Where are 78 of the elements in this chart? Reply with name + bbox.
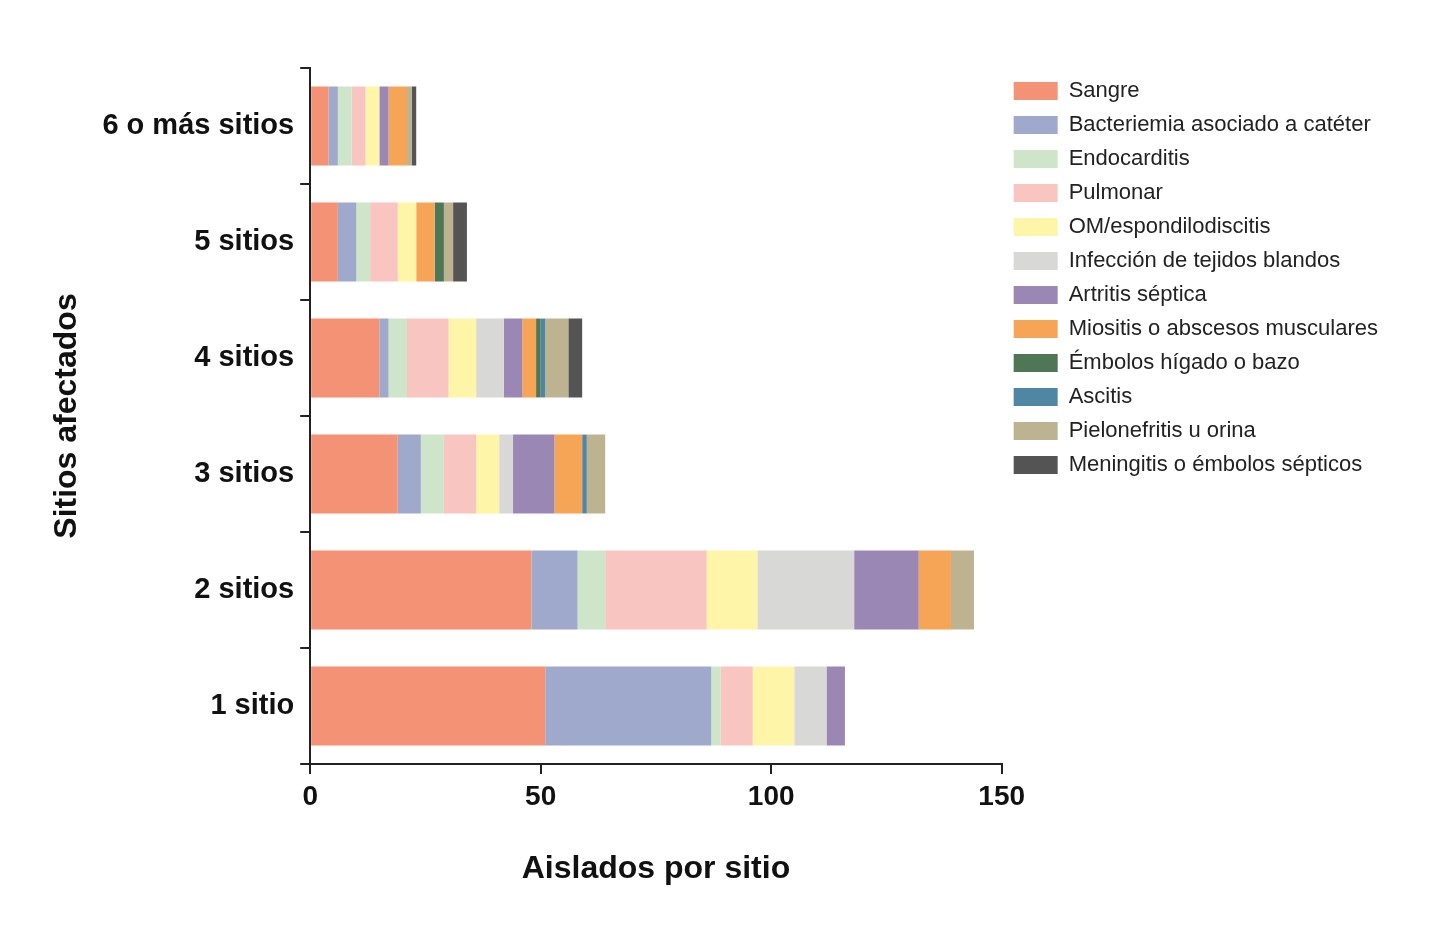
bar (328, 86, 338, 166)
legend-label: Émbolos hígado o bazo (1068, 349, 1300, 375)
bar (416, 202, 435, 282)
bar (757, 550, 855, 630)
bar (311, 666, 546, 746)
bar (522, 318, 537, 398)
bar (311, 318, 380, 398)
bar (568, 318, 583, 398)
bar (356, 202, 371, 282)
bar (397, 202, 417, 282)
bar (554, 434, 583, 514)
bar (794, 666, 827, 746)
bar (720, 666, 753, 746)
bar (443, 202, 454, 282)
legend-label: Miositis o abscesos musculares (1068, 315, 1379, 341)
x-tick-label: 50 (525, 779, 557, 811)
y-tick-label: 4 sitios (194, 340, 295, 372)
legend-label: Meningitis o émbolos sépticos (1068, 451, 1363, 477)
bar (443, 434, 477, 514)
bar (434, 202, 444, 282)
bar (407, 318, 449, 398)
bar (311, 202, 338, 282)
bar (388, 318, 408, 398)
bar (337, 86, 352, 166)
bar (826, 666, 845, 746)
y-tick-label: 6 o más sitios (102, 108, 295, 140)
legend-label: Pulmonar (1068, 179, 1163, 205)
y-tick-label: 2 sitios (194, 572, 295, 604)
bar (854, 550, 919, 630)
y-tick-label: 5 sitios (194, 224, 295, 256)
x-tick-label: 0 (302, 779, 318, 811)
bar (605, 550, 707, 630)
bar (536, 318, 541, 398)
bar (513, 434, 555, 514)
bar (582, 434, 587, 514)
bar (531, 550, 578, 630)
bar (337, 202, 357, 282)
x-tick-label: 150 (978, 779, 1026, 811)
legend-label: Endocarditis (1068, 145, 1190, 171)
bar (752, 666, 795, 746)
x-tick-label: 100 (747, 779, 795, 811)
bar (918, 550, 951, 630)
bar (379, 86, 389, 166)
legend-label: Infección de tejidos blandos (1068, 247, 1341, 273)
bar (950, 550, 975, 630)
bar (545, 318, 569, 398)
legend-label: Ascitis (1068, 383, 1133, 409)
y-tick-label: 1 sitio (210, 688, 295, 720)
legend-label: OM/espondilodiscitis (1068, 213, 1271, 239)
bar (448, 318, 477, 398)
bar (503, 318, 523, 398)
bar (379, 318, 389, 398)
bar (706, 550, 758, 630)
bar (370, 202, 398, 282)
bar (453, 202, 467, 282)
bar (388, 86, 408, 166)
bar (476, 434, 500, 514)
bar (407, 86, 412, 166)
bar (311, 434, 398, 514)
bar (545, 666, 712, 746)
bar (420, 434, 444, 514)
bar (476, 318, 504, 398)
x-axis-title: Aislados por sitio (521, 848, 791, 885)
y-tick-label: 3 sitios (194, 456, 295, 488)
bar (351, 86, 366, 166)
bar (311, 86, 329, 166)
bar (499, 434, 514, 514)
legend-label: Bacteriemia asociado a catéter (1068, 111, 1371, 137)
bar (711, 666, 721, 746)
bar (311, 550, 532, 630)
bar (577, 550, 606, 630)
legend-label: Sangre (1068, 77, 1140, 103)
bar (397, 434, 421, 514)
bar (586, 434, 606, 514)
y-axis-title: Sitios afectados (47, 293, 84, 539)
legend-label: Artritis séptica (1068, 281, 1208, 307)
bar (365, 86, 380, 166)
legend-label: Pielonefritis u orina (1068, 417, 1257, 443)
